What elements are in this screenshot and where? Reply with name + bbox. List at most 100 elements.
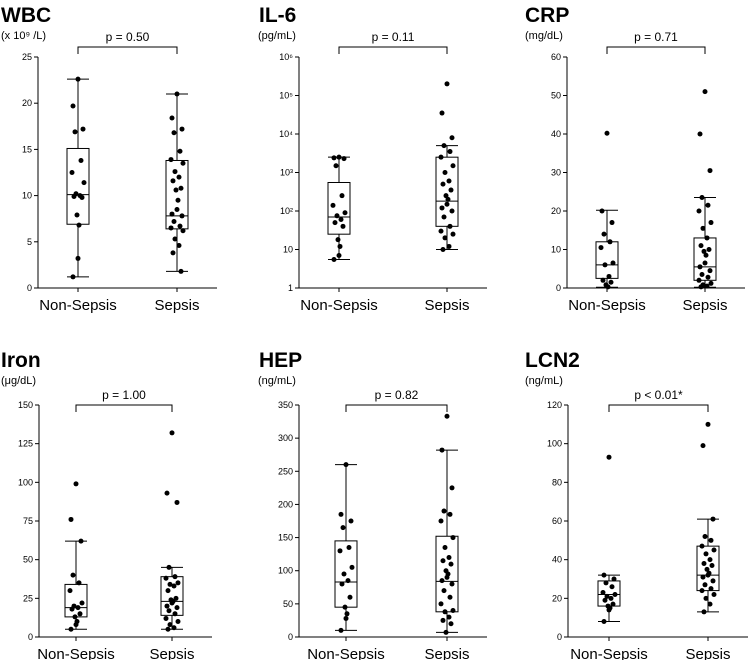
- x-category-label: Non-Sepsis: [37, 646, 115, 660]
- data-point: [165, 588, 171, 594]
- data-point: [166, 564, 172, 570]
- data-point: [348, 518, 354, 524]
- y-tick-label: 50: [283, 599, 293, 609]
- data-point: [78, 157, 84, 163]
- data-point: [445, 196, 451, 202]
- y-tick-label: 0: [27, 283, 32, 293]
- data-point: [612, 591, 618, 597]
- data-point: [70, 572, 76, 578]
- data-point: [168, 157, 174, 163]
- y-tick-label: 100: [18, 477, 33, 487]
- data-point: [174, 605, 180, 611]
- data-point: [334, 213, 340, 219]
- data-point: [438, 228, 444, 234]
- x-category-label: Sepsis: [424, 297, 469, 314]
- x-category-label: Non-Sepsis: [39, 297, 117, 314]
- p-value-label: p = 0.71: [634, 30, 678, 44]
- data-point: [705, 421, 711, 427]
- data-point: [448, 561, 454, 567]
- data-point: [696, 208, 702, 214]
- data-point: [172, 574, 178, 580]
- p-value-label: p < 0.01*: [634, 388, 683, 402]
- y-tick-label: 250: [278, 466, 293, 476]
- data-point: [446, 614, 452, 620]
- data-point: [338, 217, 344, 223]
- y-tick-label: 60: [552, 516, 562, 526]
- data-point: [702, 533, 708, 539]
- data-point: [704, 566, 710, 572]
- data-point: [73, 622, 79, 628]
- data-point: [710, 578, 716, 584]
- chart-panel-il-6: IL-6 (pg/mL) 1 10 10² 10³ 10⁴ 10⁵ 10⁶ Non-Sepsis S…: [258, 4, 487, 314]
- p-value-label: p = 0.50: [106, 30, 150, 44]
- data-point: [72, 614, 78, 620]
- y-tick-label: 0: [557, 632, 562, 642]
- data-point: [599, 208, 605, 214]
- data-point: [174, 499, 180, 505]
- chart-title: IL-6: [259, 4, 296, 27]
- data-point: [70, 274, 76, 280]
- data-point: [703, 595, 709, 601]
- data-point: [700, 225, 706, 231]
- data-point: [443, 629, 449, 635]
- y-tick-label: 50: [23, 555, 33, 565]
- data-point: [708, 537, 714, 543]
- data-point: [79, 194, 85, 200]
- data-point: [447, 223, 453, 229]
- data-point: [444, 81, 450, 87]
- data-point: [440, 558, 446, 564]
- data-point: [340, 525, 346, 531]
- x-category-label: Sepsis: [424, 646, 469, 660]
- data-point: [169, 430, 175, 436]
- data-point: [701, 609, 707, 615]
- data-point: [702, 260, 708, 266]
- data-point: [698, 284, 704, 290]
- data-point: [609, 584, 615, 590]
- data-point: [168, 225, 174, 231]
- data-point: [606, 454, 612, 460]
- data-point: [169, 115, 175, 121]
- data-point: [600, 277, 606, 283]
- data-point: [167, 622, 173, 628]
- data-point: [707, 168, 713, 174]
- x-category-label: Non-Sepsis: [307, 646, 385, 660]
- data-point: [600, 590, 606, 596]
- data-point: [179, 126, 185, 132]
- box-iqr: [327, 181, 351, 235]
- chart-title: LCN2: [525, 349, 580, 372]
- data-point: [164, 490, 170, 496]
- data-point: [442, 170, 448, 175]
- data-point: [598, 245, 604, 251]
- data-point: [697, 131, 703, 137]
- data-point: [169, 600, 175, 606]
- x-category-label: Non-Sepsis: [300, 297, 378, 314]
- data-point: [442, 609, 448, 615]
- y-axis-unit: (μg/dL): [1, 375, 36, 387]
- y-tick-label: 40: [551, 129, 561, 139]
- data-point: [172, 169, 178, 175]
- data-point: [706, 247, 712, 252]
- comparison-bracket: [75, 404, 173, 412]
- data-point: [349, 564, 355, 570]
- data-point: [447, 594, 453, 600]
- data-point: [341, 156, 347, 162]
- data-point: [343, 462, 349, 468]
- data-point: [450, 607, 456, 613]
- data-point: [441, 214, 447, 220]
- data-point: [611, 576, 617, 582]
- data-point: [171, 583, 177, 589]
- data-point: [170, 250, 176, 256]
- data-point: [448, 187, 454, 193]
- data-point: [76, 222, 82, 228]
- data-point: [68, 516, 74, 522]
- y-tick-label: 60: [551, 52, 561, 62]
- data-point: [75, 76, 81, 82]
- comparison-bracket: [606, 46, 706, 54]
- data-point: [699, 272, 705, 278]
- data-point: [449, 485, 455, 491]
- data-point: [710, 516, 716, 522]
- y-tick-label: 10⁶: [279, 52, 293, 62]
- data-point: [70, 103, 76, 109]
- data-point: [178, 268, 184, 274]
- data-point: [342, 210, 348, 216]
